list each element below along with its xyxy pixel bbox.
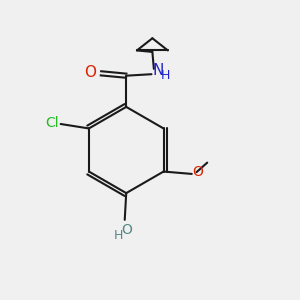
Text: O: O xyxy=(193,165,203,179)
Text: Cl: Cl xyxy=(45,116,59,130)
Text: H: H xyxy=(114,230,124,242)
Text: O: O xyxy=(121,223,132,237)
Text: N: N xyxy=(152,63,164,78)
Text: O: O xyxy=(84,65,96,80)
Text: H: H xyxy=(160,69,170,82)
